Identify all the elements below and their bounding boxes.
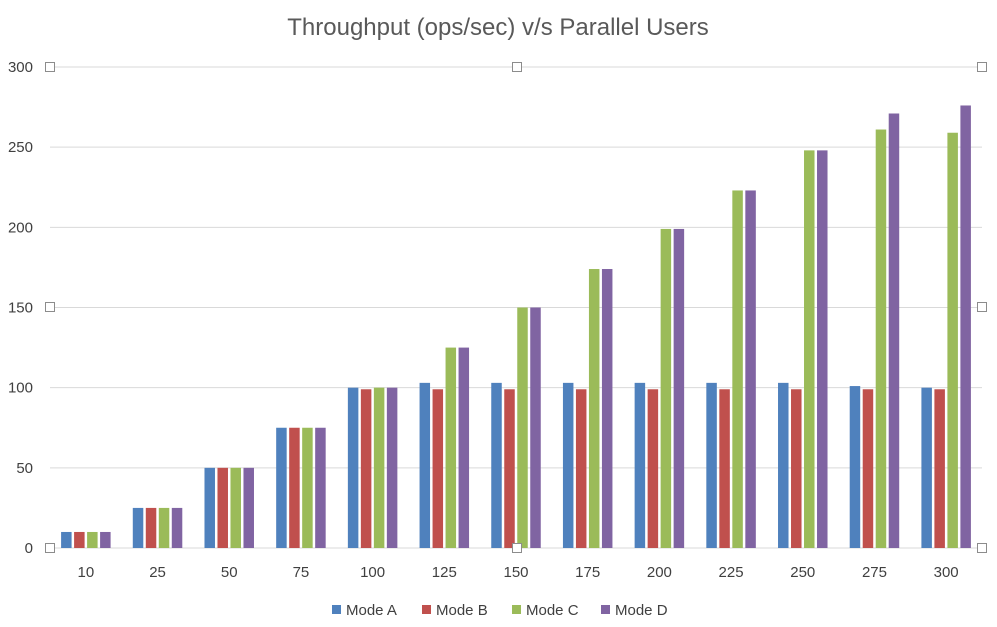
bar-mode-c	[87, 531, 98, 548]
legend: Mode A Mode B Mode C Mode D	[332, 602, 668, 619]
resize-handle[interactable]	[512, 543, 522, 553]
y-tick-label: 150	[8, 300, 33, 317]
legend-label: Mode B	[436, 602, 488, 619]
bar-mode-a	[132, 507, 144, 548]
chart-title: Throughput (ops/sec) v/s Parallel Users	[287, 14, 709, 41]
selection-handles[interactable]	[45, 62, 987, 553]
y-tick-label: 50	[16, 460, 33, 477]
bar-mode-a	[347, 387, 359, 548]
bar-mode-c	[302, 427, 313, 548]
bar-mode-d	[530, 307, 541, 548]
y-tick-label: 100	[8, 380, 33, 397]
bar-mode-b	[360, 389, 372, 548]
x-tick-label: 75	[293, 564, 310, 581]
resize-handle[interactable]	[45, 302, 55, 312]
bar-mode-c	[947, 132, 958, 548]
x-tick-label: 175	[575, 564, 600, 581]
y-axis-ticks: 0 50 100 150 200 250 300	[8, 59, 33, 557]
legend-label: Mode A	[346, 602, 397, 619]
bar-mode-b	[575, 389, 587, 548]
legend-label: Mode D	[615, 602, 668, 619]
bar-mode-d	[888, 113, 900, 548]
resize-handle[interactable]	[977, 62, 987, 72]
bar-mode-d	[171, 507, 183, 548]
bar-mode-d	[745, 190, 756, 548]
bar-mode-a	[276, 427, 287, 548]
bar-mode-d	[100, 531, 111, 548]
bar-mode-a	[61, 531, 72, 548]
y-tick-label: 300	[8, 59, 33, 76]
x-tick-label: 150	[503, 564, 528, 581]
legend-swatch	[332, 605, 341, 614]
bar-mode-a	[204, 467, 215, 548]
bar-mode-d	[817, 150, 828, 548]
x-tick-label: 300	[934, 564, 959, 581]
bar-mode-c	[373, 387, 385, 548]
x-tick-label: 200	[647, 564, 672, 581]
bar-mode-a	[849, 386, 861, 548]
legend-swatch	[512, 605, 521, 614]
bar-mode-a	[706, 382, 717, 548]
bar-mode-c	[445, 347, 457, 548]
bar-mode-c	[804, 150, 815, 548]
x-tick-label: 275	[862, 564, 887, 581]
x-tick-label: 10	[78, 564, 95, 581]
bar-mode-b	[647, 389, 659, 548]
bar-mode-c	[517, 307, 528, 548]
bar-mode-a	[419, 382, 431, 548]
bar-mode-b	[432, 389, 444, 548]
bar-mode-b	[791, 389, 802, 548]
bar-mode-a	[921, 387, 932, 548]
bar-mode-c	[158, 507, 170, 548]
bar-mode-b	[217, 467, 228, 548]
bar-mode-c	[660, 228, 672, 549]
resize-handle[interactable]	[977, 302, 987, 312]
x-tick-label: 100	[360, 564, 385, 581]
x-axis-ticks: 10 25 50 75 100 125 150 175 200 225 250 275 300	[78, 564, 959, 581]
bar-mode-d	[458, 347, 470, 548]
bar-mode-c	[230, 467, 241, 548]
x-tick-label: 50	[221, 564, 238, 581]
bar-mode-d	[315, 427, 326, 548]
bar-mode-c	[588, 269, 600, 548]
bar-mode-c	[875, 129, 887, 548]
bars	[61, 105, 971, 549]
bar-mode-d	[601, 269, 613, 548]
gridlines	[50, 66, 982, 549]
resize-handle[interactable]	[512, 62, 522, 72]
bar-mode-b	[504, 389, 515, 548]
y-tick-label: 200	[8, 219, 33, 236]
x-tick-label: 225	[719, 564, 744, 581]
bar-mode-a	[562, 382, 574, 548]
bar-mode-b	[145, 507, 157, 548]
bar-mode-d	[243, 467, 254, 548]
bar-mode-d	[673, 228, 685, 549]
bar-mode-b	[289, 427, 300, 548]
bar-mode-b	[862, 389, 874, 548]
x-tick-label: 125	[432, 564, 457, 581]
bar-mode-b	[74, 531, 85, 548]
resize-handle[interactable]	[45, 62, 55, 72]
x-tick-label: 250	[790, 564, 815, 581]
legend-swatch	[601, 605, 610, 614]
bar-mode-b	[719, 389, 730, 548]
resize-handle[interactable]	[45, 543, 55, 553]
bar-mode-b	[934, 389, 945, 548]
x-tick-label: 25	[149, 564, 166, 581]
y-tick-label: 250	[8, 139, 33, 156]
bar-mode-d	[960, 105, 971, 548]
legend-label: Mode C	[526, 602, 579, 619]
y-tick-label: 0	[25, 540, 33, 557]
legend-swatch	[422, 605, 431, 614]
bar-mode-c	[732, 190, 743, 548]
bar-mode-a	[491, 382, 502, 548]
bar-mode-a	[778, 382, 789, 548]
resize-handle[interactable]	[977, 543, 987, 553]
bar-mode-a	[634, 382, 646, 548]
bar-mode-d	[386, 387, 398, 548]
